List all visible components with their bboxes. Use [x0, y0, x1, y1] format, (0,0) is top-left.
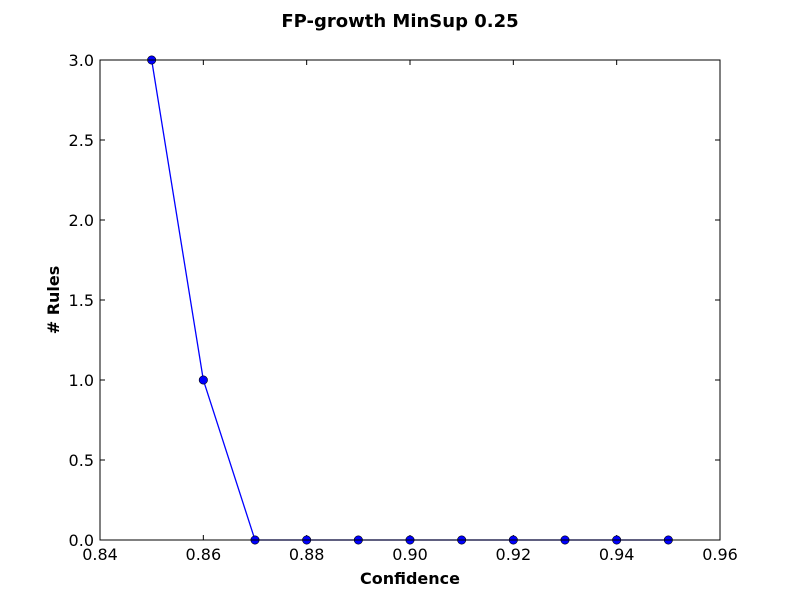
y-tick-label: 1.5 [69, 291, 94, 310]
y-tick-label: 0.0 [69, 531, 94, 550]
y-tick-label: 3.0 [69, 51, 94, 70]
y-tick-label: 0.5 [69, 451, 94, 470]
x-axis-label: Confidence [360, 569, 460, 588]
y-tick-label: 2.0 [69, 211, 94, 230]
plot-frame [99, 59, 721, 541]
x-tick-label: 0.84 [82, 545, 118, 564]
data-point [198, 375, 208, 385]
chart-title: FP-growth MinSup 0.25 [281, 11, 518, 32]
plot-area [100, 60, 720, 540]
x-tick-label: 0.96 [702, 545, 738, 564]
y-tick-label: 2.5 [69, 131, 94, 150]
axis-tick-labels: 0.84 0.86 0.88 0.90 0.92 0.94 0.96 0.0 0.5 1.0 1.5… [69, 51, 738, 564]
x-tick-label: 0.88 [289, 545, 325, 564]
x-tick-label: 0.92 [496, 545, 532, 564]
y-axis-label: # Rules [44, 266, 63, 335]
x-tick-label: 0.94 [599, 545, 635, 564]
y-tick-label: 1.0 [69, 371, 94, 390]
x-tick-label: 0.90 [392, 545, 428, 564]
x-tick-label: 0.86 [186, 545, 222, 564]
